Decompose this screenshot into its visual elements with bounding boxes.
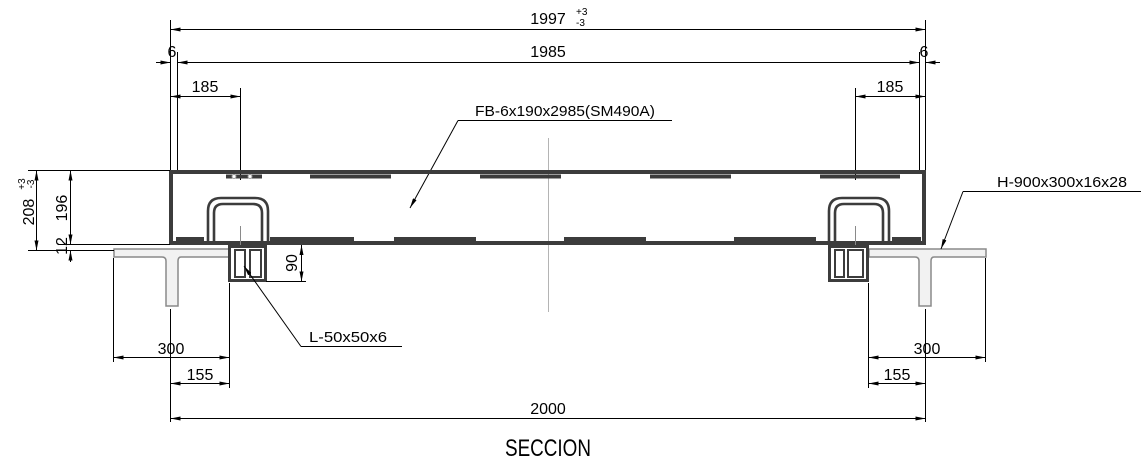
dimension-text-flange-right: 300	[914, 341, 941, 358]
dimension-text-gap-left: 6	[168, 44, 177, 61]
dimension-text-flange-left: 300	[158, 341, 185, 358]
tolerance-minus-height: -3	[26, 179, 37, 188]
dimension-text-base-thickness: 12	[54, 237, 71, 255]
dimension-text-overall: 1997	[530, 11, 566, 28]
dimension-text-handle-left: 185	[192, 79, 219, 96]
lifting-handle-right-outer	[827, 196, 891, 243]
angle-bracket-left-leg	[249, 249, 262, 278]
dimension-text-angle-drop: 90	[284, 254, 301, 272]
dimension-text-handle-right: 185	[877, 79, 904, 96]
lifting-handle-right-inner	[833, 202, 885, 243]
h-beam-section-right	[868, 248, 987, 307]
tolerance-plus-height: +3	[17, 178, 28, 190]
angle-bracket-left-leg	[234, 249, 246, 278]
section-box	[169, 170, 926, 245]
callout-leader-h-beam	[940, 191, 964, 250]
dimension-text-plate-height: 196	[54, 195, 71, 222]
angle-bracket-right-leg	[834, 249, 845, 278]
hole-mark	[247, 174, 253, 179]
tolerance-plus-overall: +3	[576, 7, 588, 18]
angle-bracket-right-leg	[847, 249, 864, 278]
dimension-text-inner: 1985	[530, 44, 566, 61]
drawing-title: SECCION	[505, 435, 591, 462]
hole-mark	[231, 174, 237, 179]
callout-leader-flat-bar	[409, 120, 459, 209]
callout-text-h-beam: H-900x300x16x28	[997, 174, 1127, 191]
callout-text-flat-bar: FB-6x190x2985(SM490A)	[475, 103, 655, 120]
dimension-text-gap-right: 6	[920, 44, 929, 61]
dimension-text-flange-offset-right: 155	[884, 367, 911, 384]
tolerance-minus-overall: -3	[576, 18, 585, 29]
h-beam-section-left	[113, 248, 230, 307]
callout-text-angle: L-50x50x6	[309, 329, 387, 346]
dimension-text-span: 2000	[530, 401, 566, 418]
lifting-handle-left-inner	[212, 202, 264, 243]
dimension-text-height: 208	[21, 199, 38, 226]
dimension-text-flange-offset-left: 155	[187, 367, 214, 384]
callout-leader-angle	[243, 265, 302, 347]
lifting-handle-left-outer	[206, 196, 270, 243]
